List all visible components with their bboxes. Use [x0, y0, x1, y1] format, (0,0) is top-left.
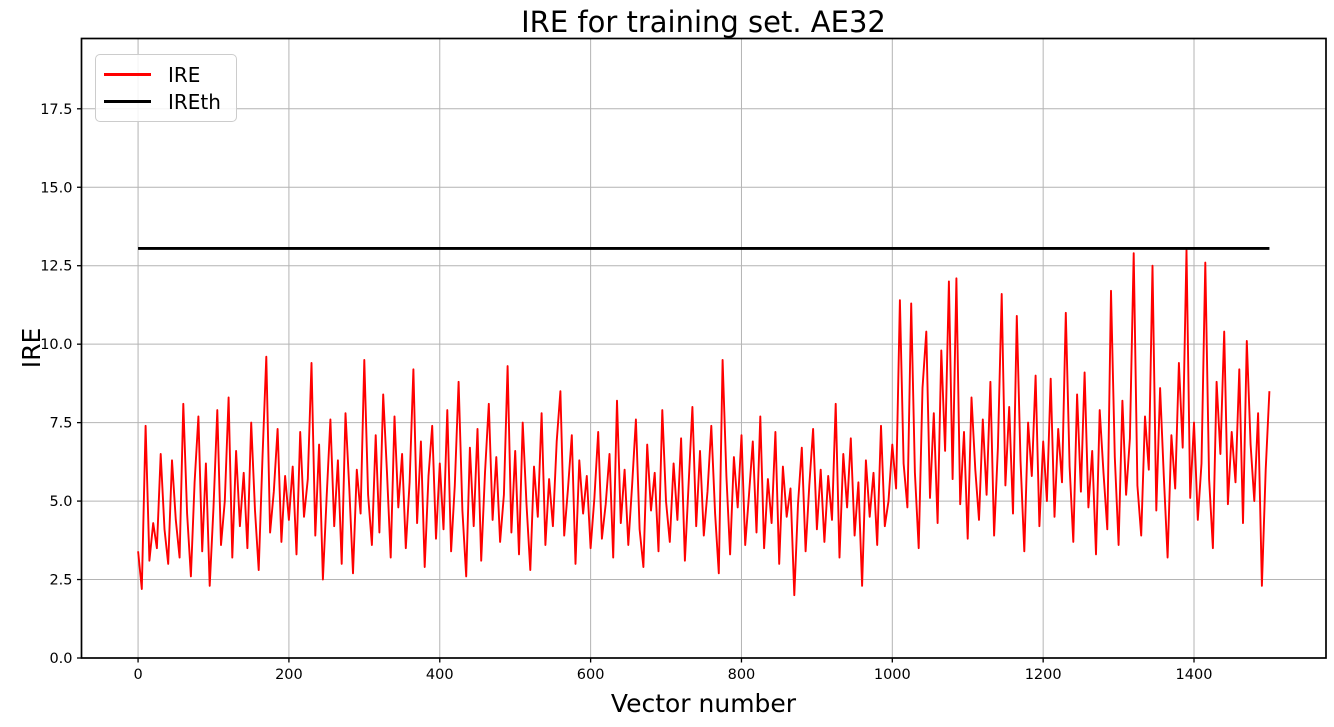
ire-data-line — [137, 249, 1271, 597]
y-tick-label: 5.0 — [49, 494, 72, 510]
legend-item-ire: IRE — [104, 62, 236, 88]
x-tick-label: 400 — [426, 667, 454, 683]
x-axis-label: Vector number — [610, 689, 797, 718]
legend-label-ireth: IREth — [168, 89, 221, 114]
y-tick-label: 2.5 — [49, 573, 72, 589]
y-tick-label: 15.0 — [40, 180, 72, 196]
ire-line-swatch — [104, 73, 151, 76]
ireth-line-swatch — [104, 100, 151, 103]
x-tick-label: 0 — [133, 667, 142, 683]
x-tick-label: 800 — [728, 667, 756, 683]
y-tick-label: 7.5 — [49, 416, 72, 432]
y-axis-label: IRE — [16, 327, 46, 369]
legend-item-ireth: IREth — [104, 89, 236, 115]
chart-title: IRE for training set. AE32 — [521, 5, 886, 39]
x-tick-label: 1200 — [1025, 667, 1062, 683]
x-tick-label: 200 — [275, 667, 303, 683]
x-tick-label: 1400 — [1176, 667, 1213, 683]
x-tick-label: 1000 — [874, 667, 911, 683]
y-tick-label: 12.5 — [40, 259, 72, 275]
legend-label-ire: IRE — [168, 62, 201, 87]
axes-spines — [80, 37, 1327, 659]
y-tick-label: 10.0 — [40, 337, 72, 353]
y-tick-label: 0.0 — [49, 651, 72, 667]
legend-box: IRE IREth — [95, 54, 237, 122]
x-tick-label: 600 — [577, 667, 605, 683]
y-tick-label: 17.5 — [40, 102, 72, 118]
